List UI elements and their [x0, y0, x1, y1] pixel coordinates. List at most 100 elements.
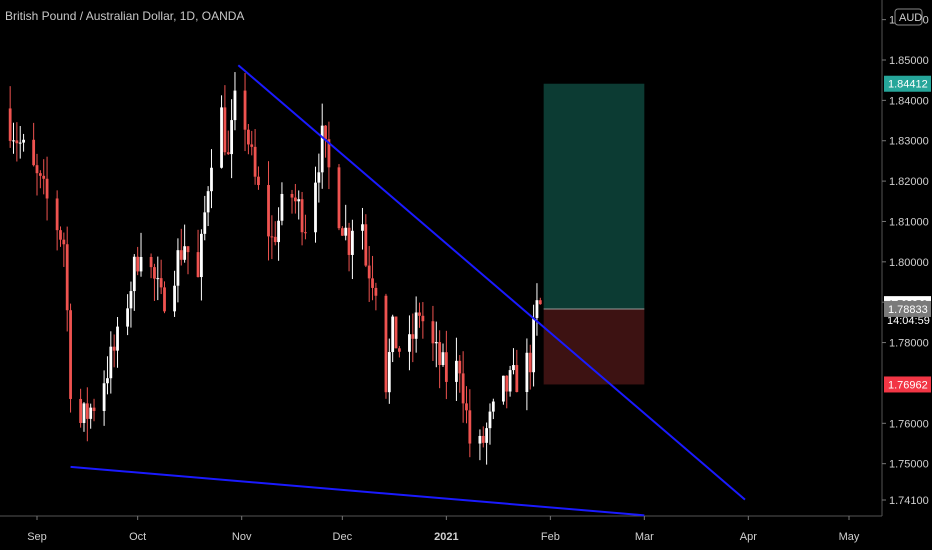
candle-body: [116, 326, 119, 351]
candle-body: [508, 370, 512, 392]
candle-body: [535, 300, 539, 318]
candle-body: [223, 107, 227, 153]
candle-body: [300, 199, 304, 233]
candle-body: [200, 233, 203, 278]
candle-body: [253, 146, 257, 177]
candle-body: [233, 90, 237, 121]
candle-body: [374, 287, 378, 296]
candle-body: [397, 348, 401, 352]
candle-body: [69, 310, 72, 399]
candle-body: [320, 125, 324, 173]
candle-body: [65, 244, 69, 311]
candle-body: [364, 224, 368, 266]
candle-body: [277, 220, 280, 243]
candle-body: [340, 228, 344, 236]
candle-body: [411, 334, 415, 339]
candle-body: [525, 352, 529, 393]
time-tick-label: Sep: [27, 531, 47, 543]
price-tick-label: 1.76000: [889, 418, 929, 430]
candle-body: [139, 256, 143, 272]
price-tick-label: 1.75000: [889, 459, 929, 471]
candle-body: [408, 334, 411, 352]
candle-body: [257, 176, 260, 186]
candle-body: [324, 125, 327, 140]
candle-body: [35, 165, 39, 174]
candle-body: [421, 315, 425, 322]
candle-body: [149, 256, 153, 268]
candle-body: [8, 108, 12, 141]
candle-body: [461, 373, 465, 404]
candle-body: [112, 346, 116, 351]
price-tick-label: 1.74100: [889, 495, 929, 507]
candle-body: [441, 352, 445, 366]
candle-body: [176, 250, 180, 286]
target-price-tag: 1.84412: [888, 79, 928, 91]
candle-body: [528, 352, 532, 373]
time-tick-label: Dec: [333, 531, 353, 543]
candle-body: [351, 230, 354, 255]
candle-body: [418, 312, 421, 316]
candle-body: [455, 360, 458, 382]
candle-body: [290, 193, 294, 198]
candle-body: [478, 435, 482, 444]
loss-zone: [543, 308, 645, 385]
price-tick-label: 1.82000: [889, 176, 929, 188]
candle-body: [384, 295, 388, 393]
candle-body: [106, 378, 109, 384]
candle-body: [414, 312, 418, 339]
candle-body: [293, 197, 297, 202]
price-tick-label: 1.84000: [889, 95, 929, 107]
candle-body: [488, 411, 492, 429]
candle-body: [512, 365, 515, 371]
candle-body: [444, 352, 448, 382]
candle-body: [163, 287, 166, 312]
entry-price-tag-bg: [884, 300, 931, 317]
candle-body: [491, 401, 495, 412]
candle-body: [102, 383, 106, 411]
time-tick-label: Nov: [232, 531, 252, 543]
target-price-tag-bg: [884, 75, 931, 92]
candle-body: [314, 182, 317, 233]
price-tick-label: 1.85000: [889, 55, 929, 67]
candle-body: [438, 342, 442, 366]
candle-body: [273, 236, 277, 243]
candle-body: [501, 375, 505, 402]
candle-body: [196, 252, 200, 278]
candle-body: [394, 316, 398, 349]
candle-body: [45, 178, 49, 199]
time-tick-label: Oct: [129, 531, 146, 543]
candle-body: [391, 316, 395, 353]
candle-body: [42, 175, 46, 179]
candle-body: [62, 239, 66, 245]
candle-body: [327, 139, 331, 168]
candle-body: [230, 120, 234, 155]
candle-body: [210, 167, 213, 192]
time-tick-label: Mar: [635, 531, 654, 543]
candle-body: [153, 267, 156, 279]
candle-body: [32, 139, 36, 166]
candle-body: [361, 224, 364, 231]
countdown-label: 14:04:59: [887, 315, 930, 327]
candle-body: [243, 90, 247, 130]
candle-body: [538, 300, 542, 305]
entry-price-tag: 1.78833: [888, 304, 928, 316]
candle-body: [344, 227, 348, 236]
candle-body: [159, 278, 163, 288]
price-tick-label: 1.80000: [889, 257, 929, 269]
candle-body: [387, 352, 391, 393]
candle-body: [347, 227, 351, 255]
candle-body: [22, 139, 25, 143]
candle-body: [515, 365, 519, 393]
candle-body: [458, 360, 462, 374]
time-tick-label: May: [839, 531, 860, 543]
currency-badge-box: [894, 8, 923, 26]
candle-body: [270, 236, 274, 238]
time-tick-label: Apr: [740, 531, 757, 543]
candle-body: [481, 435, 485, 443]
candle-body: [38, 173, 42, 176]
time-tick-label: Feb: [541, 531, 560, 543]
candle-body: [206, 191, 210, 213]
profit-zone: [543, 83, 645, 309]
